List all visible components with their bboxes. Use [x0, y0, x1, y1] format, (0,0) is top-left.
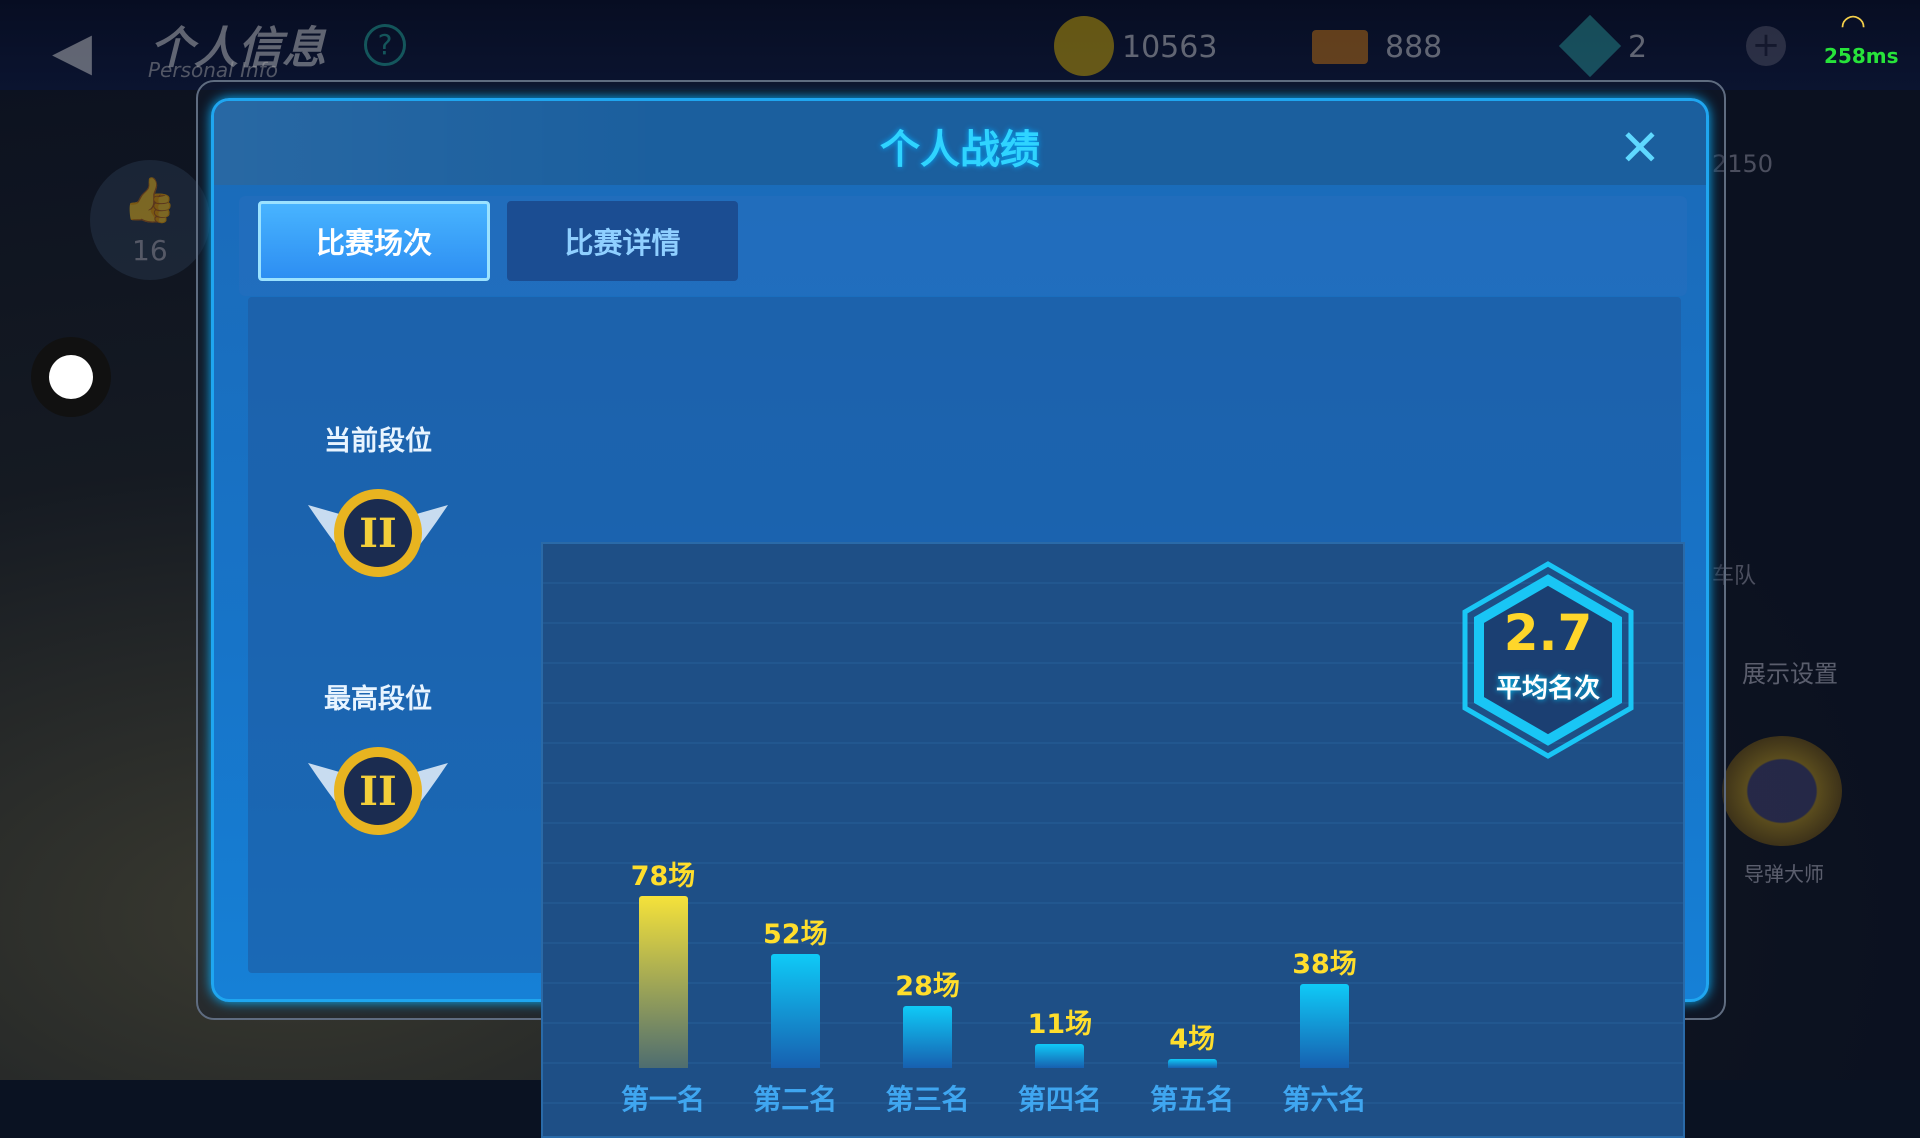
bar-value-label: 78场 — [630, 861, 696, 893]
highest-rank-label: 最高段位 — [324, 684, 432, 715]
wifi-icon: ◠ — [1840, 8, 1867, 43]
category-label: 第五名 — [1150, 1083, 1235, 1116]
content-panel: 当前段位 II 最高段位 II 2.7 平均名次 78场第一名 52场第二名 28场… — [248, 297, 1685, 1138]
ticket-icon — [1312, 30, 1368, 64]
page-subtitle: Personal Info — [148, 58, 278, 82]
svg-text:II: II — [359, 768, 396, 815]
score-text: 2150 — [1712, 150, 1774, 178]
like-button[interactable]: 👍 16 — [90, 160, 210, 280]
placement-bar-chart: 2.7 平均名次 78场第一名 52场第二名 28场第三名 11场第四名 4场第五名 38… — [541, 542, 1685, 1138]
like-count: 16 — [132, 234, 168, 267]
category-label: 第二名 — [753, 1083, 838, 1116]
average-rank-hexagon-icon — [1462, 561, 1634, 759]
bar-4 — [1035, 1043, 1085, 1068]
coin-icon — [1054, 16, 1114, 76]
modal-header — [214, 101, 1706, 185]
bar-value-label: 52场 — [763, 918, 828, 950]
coin-count: 10563 — [1122, 30, 1218, 65]
help-icon[interactable]: ? — [364, 24, 406, 66]
add-currency-button[interactable]: + — [1746, 26, 1786, 66]
bar-value-label: 28场 — [895, 971, 960, 1003]
back-arrow-icon[interactable]: ◀ — [52, 22, 92, 82]
tab-match-details[interactable]: 比赛详情 — [507, 201, 738, 281]
gem-count: 2 — [1628, 30, 1648, 65]
category-label: 第三名 — [885, 1083, 970, 1116]
display-settings-button[interactable]: 展示设置 — [1742, 660, 1838, 688]
current-rank-badge-icon: II — [308, 489, 448, 577]
tab-match-count[interactable]: 比赛场次 — [258, 201, 490, 281]
bar-value-label: 4场 — [1169, 1024, 1216, 1056]
top-bar: ◀ 个人信息 Personal Info ? 10563 888 2 + ◠ 2… — [0, 0, 1920, 90]
bar-value-label: 11场 — [1027, 1008, 1093, 1040]
bar-5 — [1167, 1059, 1217, 1068]
svg-text:II: II — [359, 510, 396, 557]
stats-modal: 个人战绩 ✕ 比赛场次 比赛详情 当前段位 II 最高段位 II 2.7 平均名… — [211, 98, 1709, 1138]
page-title: 个人信息 — [150, 23, 326, 74]
title-badge-icon — [1722, 736, 1842, 846]
modal-title: 个人战绩 — [880, 127, 1040, 173]
ticket-count: 888 — [1385, 30, 1443, 65]
highest-rank-badge-icon: II — [308, 747, 448, 835]
bar-1 — [638, 896, 688, 1068]
close-button[interactable]: ✕ — [1619, 119, 1661, 177]
average-rank-value: 2.7 — [1503, 604, 1593, 662]
category-label: 第一名 — [620, 1083, 705, 1116]
gem-icon — [1558, 14, 1622, 78]
bar-value-label: 38场 — [1292, 949, 1357, 981]
category-label: 第四名 — [1017, 1083, 1102, 1116]
ping-text: 258ms — [1824, 44, 1899, 68]
bar-2 — [770, 953, 820, 1068]
current-rank-label: 当前段位 — [324, 426, 432, 457]
thumbs-up-icon: 👍 — [122, 175, 177, 226]
assistant-dot-icon — [49, 355, 93, 399]
category-label: 第六名 — [1282, 1083, 1367, 1116]
team-label[interactable]: 车队 — [1712, 564, 1757, 589]
bar-6 — [1300, 984, 1349, 1068]
floating-assistant[interactable] — [31, 337, 111, 417]
title-badge-label: 导弹大师 — [1744, 862, 1824, 886]
bar-3 — [903, 1006, 953, 1068]
average-rank-label: 平均名次 — [1495, 674, 1600, 704]
